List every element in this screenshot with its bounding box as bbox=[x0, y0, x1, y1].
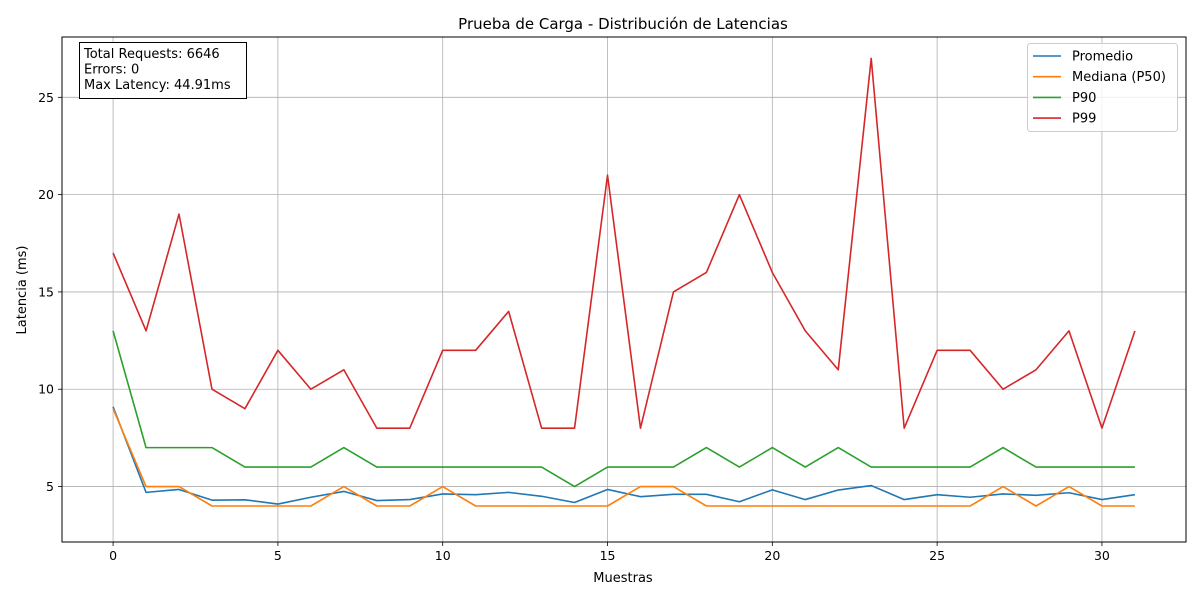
info-line: Total Requests: 6646 bbox=[83, 47, 220, 62]
x-tick-label: 0 bbox=[109, 548, 117, 563]
x-tick-label: 25 bbox=[929, 548, 945, 563]
info-box-frame bbox=[79, 42, 247, 99]
x-tick-label: 20 bbox=[764, 548, 780, 563]
legend-label-3: P99 bbox=[1072, 112, 1096, 127]
y-tick-label: 5 bbox=[46, 479, 54, 494]
x-tick-label: 30 bbox=[1094, 548, 1110, 563]
series-lines bbox=[112, 57, 1136, 507]
legend: Promedio Mediana (P50) P90 P99 bbox=[1027, 43, 1178, 132]
x-axis-label: Muestras bbox=[593, 571, 653, 586]
x-tick-label: 15 bbox=[600, 548, 616, 563]
y-axis-ticks: 5 10 15 20 25 bbox=[38, 90, 62, 494]
legend-label-0: Promedio bbox=[1072, 50, 1133, 65]
y-tick-label: 10 bbox=[38, 382, 54, 397]
series-line-1 bbox=[112, 408, 1135, 507]
legend-frame bbox=[1027, 43, 1178, 132]
series-line-0 bbox=[112, 406, 1136, 505]
x-tick-label: 5 bbox=[274, 548, 282, 563]
y-tick-label: 15 bbox=[38, 284, 54, 299]
legend-label-1: Mediana (P50) bbox=[1072, 70, 1166, 85]
y-tick-label: 20 bbox=[38, 187, 54, 202]
series-line-3 bbox=[112, 57, 1136, 429]
x-tick-label: 10 bbox=[435, 548, 451, 563]
info-line: Errors: 0 bbox=[84, 63, 139, 78]
y-tick-label: 25 bbox=[38, 90, 54, 105]
legend-label-2: P90 bbox=[1072, 91, 1096, 106]
series-line-2 bbox=[112, 330, 1135, 488]
x-axis-ticks: 0 5 10 15 20 25 30 bbox=[109, 542, 1110, 563]
grid bbox=[62, 37, 1186, 542]
info-line: Max Latency: 44.91ms bbox=[84, 78, 231, 93]
y-axis-label: Latencia (ms) bbox=[15, 246, 30, 335]
plot-frame bbox=[61, 36, 1187, 543]
chart-title: Prueba de Carga - Distribución de Latenc… bbox=[458, 15, 788, 33]
